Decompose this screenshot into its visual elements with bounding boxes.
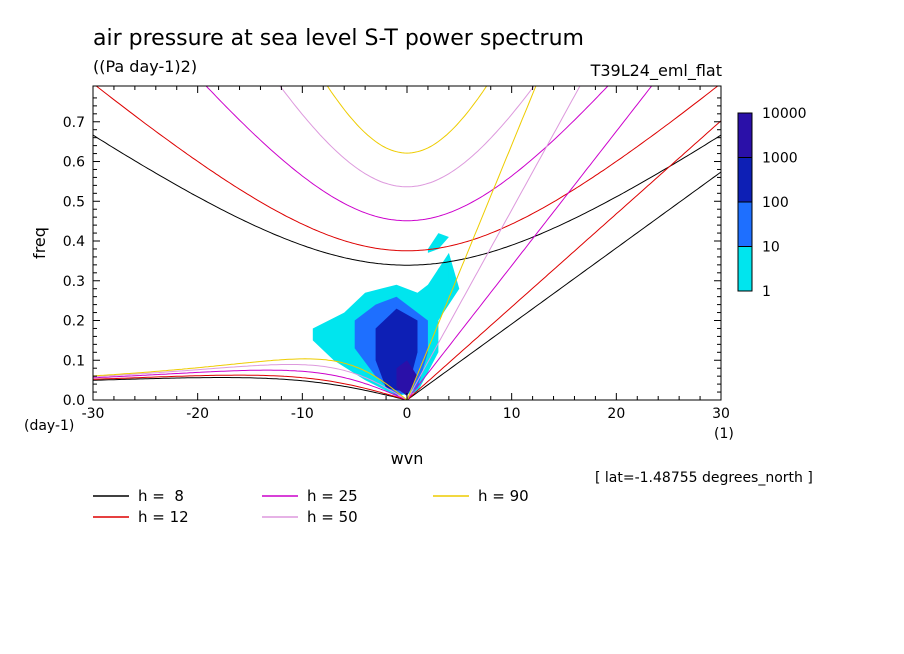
colorbar-bin: [737, 157, 753, 203]
x-tick-label: -10: [291, 406, 314, 422]
y-axis-unit: (day-1): [24, 418, 74, 434]
y-tick-label: 0.0: [63, 393, 85, 409]
colorbar-bin: [737, 201, 753, 247]
colorbar-label: 1: [762, 284, 771, 300]
y-axis-label: freq: [30, 227, 49, 259]
dispersion-curve: [326, 86, 488, 154]
dispersion-curve: [406, 171, 721, 400]
dispersion-curve: [93, 364, 408, 400]
x-tick-label: -20: [186, 406, 209, 422]
x-tick-label: 20: [607, 406, 625, 422]
legend-label: h = 8: [138, 487, 184, 505]
x-tick-label: -30: [82, 406, 105, 422]
chart-title: air pressure at sea level S-T power spec…: [93, 26, 584, 51]
y-tick-label: 0.7: [63, 115, 85, 131]
dispersion-curve: [406, 86, 537, 400]
dispersion-curve: [95, 86, 719, 252]
y-tick-label: 0.5: [63, 194, 85, 210]
y-tick-label: 0.6: [63, 155, 85, 171]
dispersion-curves: [93, 86, 721, 400]
dispersion-curve: [406, 86, 581, 400]
dispersion-curve: [205, 86, 609, 222]
power-region: [427, 256, 449, 301]
x-axis-label: wvn: [391, 449, 424, 468]
x-tick-label: 30: [712, 406, 730, 422]
legend-label: h = 90: [478, 487, 529, 505]
colorbar-bin: [737, 112, 753, 158]
y-tick-label: 0.2: [63, 314, 85, 330]
y-tick-label: 0.3: [63, 274, 85, 290]
x-axis-unit: (1): [714, 426, 734, 442]
colorbar-label: 100: [762, 195, 789, 211]
experiment-label: T39L24_eml_flat: [590, 61, 722, 81]
power-region: [427, 233, 449, 253]
dispersion-curve: [279, 86, 535, 188]
legend-label: h = 12: [138, 508, 189, 526]
colorbar-label: 10: [762, 240, 780, 256]
legend-label: h = 50: [307, 508, 358, 526]
colorbar-label: 1000: [762, 151, 798, 167]
dispersion-curve: [93, 134, 721, 266]
x-tick-label: 0: [403, 406, 412, 422]
dispersion-curve: [93, 374, 408, 400]
axis-ticks: -30 -20 -10 0 10 20 30 0.0 0.1 0.2 0.3 0.4 0.5 0.6 0.7: [63, 86, 730, 422]
x-tick-label: 10: [503, 406, 521, 422]
colorbar-bin: [737, 246, 753, 292]
chart-units: ((Pa day-1)2): [93, 57, 197, 76]
dispersion-curve: [93, 358, 408, 400]
latitude-note: [ lat=-1.48755 degrees_north ]: [595, 470, 813, 486]
power-contours: [312, 233, 460, 396]
dispersion-curve: [406, 120, 721, 400]
dispersion-curve: [93, 377, 408, 400]
colorbar: 1 10 100 1000 10000: [737, 106, 807, 300]
dispersion-curve: [406, 86, 653, 400]
y-tick-label: 0.4: [63, 234, 85, 250]
colorbar-label: 10000: [762, 106, 807, 122]
legend-label: h = 25: [307, 487, 358, 505]
power-region: [396, 360, 418, 396]
y-tick-label: 0.1: [63, 353, 85, 369]
legend: h = 8 h = 12 h = 25 h = 50 h = 90: [93, 487, 529, 526]
dispersion-curve: [93, 369, 408, 400]
